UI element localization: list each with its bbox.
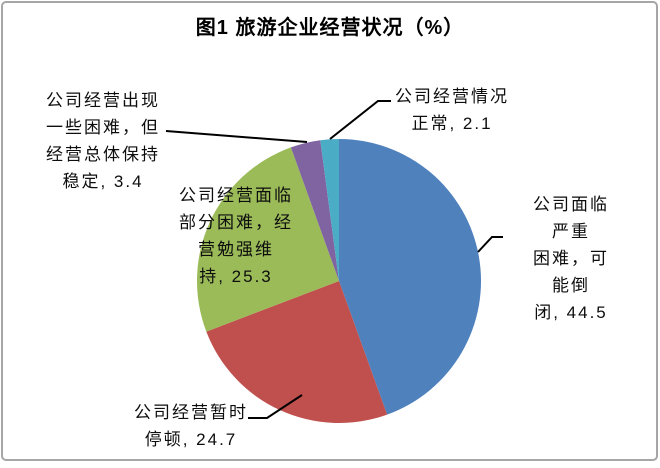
pie-slice-0 [339,139,482,415]
slice-label-blue: 公司面临严重 困难，可能倒 闭, 44.5 [533,195,609,322]
pie-slice-1 [206,281,388,424]
leader-line-teal [329,100,391,140]
slice-label-red: 公司经营暂时 停顿, 24.7 [134,403,248,449]
chart-title: 图1 旅游企业经营状况（%） [195,17,465,39]
pie-slice-4 [320,139,339,281]
slice-label-teal: 公司经营情况 正常, 2.1 [395,87,509,133]
slice-label-purple: 公司经营出现 一些困难，但 经营总体保持 稳定, 3.4 [46,91,160,191]
slice-label-green: 公司经营面临 部分困难，经 营勉强维 持, 25.3 [179,186,293,286]
pie-slices [197,139,482,424]
leader-line-red [248,394,303,419]
pie-slice-3 [290,140,339,281]
leader-line-purple [165,130,308,143]
leader-line-blue [477,236,503,253]
pie-slice-2 [197,147,339,332]
